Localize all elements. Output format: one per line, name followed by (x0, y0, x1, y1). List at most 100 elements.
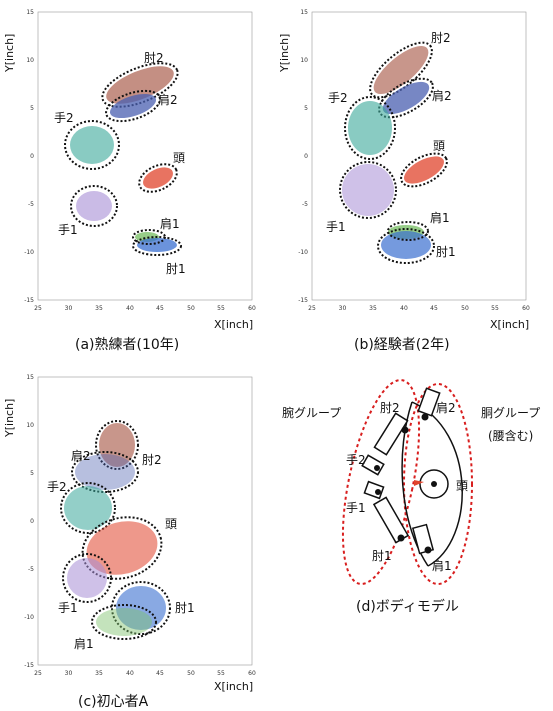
ytick: -15 (24, 297, 34, 304)
torso-group-note: (腰含む) (488, 428, 533, 443)
panel-b-plot: 15 10 5 0 -5 -10 -15 25 30 35 40 45 50 5… (298, 9, 530, 312)
xtick: 45 (156, 305, 164, 312)
body-model-diagram: 腕グループ 胴グループ (腰含む) 肘2 肩2 手2 頭 手1 肘1 肩1 (282, 379, 540, 585)
torso-group-label: 胴グループ (481, 406, 540, 420)
panel-a-plot: 15 10 5 0 -5 -10 -15 25 30 35 40 45 50 5… (24, 9, 256, 312)
ytick: 0 (304, 153, 308, 160)
ytick: -5 (28, 566, 34, 573)
blob-kata1-hiji1 (377, 221, 435, 264)
xtick: 25 (34, 670, 42, 677)
label-atama: 頭 (165, 517, 177, 531)
xtick: 50 (461, 305, 469, 312)
label-te1: 手1 (346, 501, 366, 515)
xtick: 55 (217, 305, 225, 312)
label-te1: 手1 (58, 601, 78, 615)
panel-a: 15 10 5 0 -5 -10 -15 25 30 35 40 45 50 5… (0, 0, 280, 355)
shoulder-2-box (417, 387, 441, 417)
joint-kata2 (421, 413, 429, 421)
xtick: 50 (187, 670, 195, 677)
upper-arm-2 (373, 412, 409, 456)
x-ticks: 25 30 35 40 45 50 55 60 (34, 670, 256, 677)
ytick: 10 (26, 57, 34, 64)
ytick: 0 (30, 518, 34, 525)
xtick: 25 (34, 305, 42, 312)
blob-te2 (60, 482, 116, 534)
ytick: -10 (298, 249, 308, 256)
xtick: 35 (95, 305, 103, 312)
label-atama: 頭 (173, 151, 185, 165)
ytick: 5 (30, 470, 34, 477)
xtick: 60 (522, 305, 530, 312)
blob-atama (400, 152, 448, 188)
xtick: 45 (156, 670, 164, 677)
ytick: -15 (24, 662, 34, 669)
torso-outline (411, 401, 463, 567)
ytick: 15 (26, 9, 34, 16)
label-hiji2: 肘2 (380, 400, 400, 415)
ytick: 15 (300, 9, 308, 16)
caption-c: (c)初心者A (78, 694, 149, 710)
xtick: 35 (369, 305, 377, 312)
label-te2: 手2 (346, 453, 366, 467)
ytick: 0 (30, 153, 34, 160)
label-hiji1: 肘1 (436, 244, 456, 259)
y-axis-label: Y[inch] (3, 398, 16, 437)
label-te2: 手2 (47, 480, 67, 494)
xtick: 60 (248, 670, 256, 677)
ytick: -10 (24, 614, 34, 621)
blob-te1 (339, 161, 397, 219)
xtick: 50 (187, 305, 195, 312)
panel-d-body-model: 腕グループ 胴グループ (腰含む) 肘2 肩2 手2 頭 手1 肘1 肩1 (d… (276, 360, 553, 620)
y-ticks: 15 10 5 0 -5 -10 -15 (24, 374, 34, 669)
blob-atama (138, 163, 178, 193)
xtick: 30 (339, 305, 347, 312)
label-kata1: 肩1 (430, 210, 450, 225)
label-te2: 手2 (54, 111, 74, 125)
label-hiji1: 肘1 (175, 600, 195, 615)
y-axis-label: Y[inch] (3, 33, 16, 72)
arm-group-outline (341, 379, 421, 585)
plot-frame (37, 376, 253, 666)
hand-1-box (363, 480, 385, 500)
x-axis-label: X[inch] (214, 318, 254, 331)
blob-kata1-hiji1 (132, 229, 182, 256)
label-kata1: 肩1 (160, 216, 180, 231)
xtick: 55 (491, 305, 499, 312)
blob-kata2 (378, 77, 434, 119)
blob-kata2 (105, 89, 161, 123)
head-center (431, 481, 437, 487)
y-ticks: 15 10 5 0 -5 -10 -15 (298, 9, 308, 304)
joint-hiji1 (397, 534, 405, 542)
label-te2: 手2 (328, 91, 348, 105)
xtick: 40 (400, 305, 408, 312)
joint-hiji2 (401, 426, 409, 434)
blob-kata2 (71, 451, 139, 493)
blob-kata1 (91, 604, 157, 640)
label-te1: 手1 (326, 220, 346, 234)
blob-hiji2 (101, 62, 179, 108)
ytick: 10 (26, 422, 34, 429)
joint-te2 (374, 465, 380, 471)
label-hiji1: 肘1 (372, 548, 392, 563)
x-ticks: 25 30 35 40 45 50 55 60 (308, 305, 530, 312)
blob-hiji1 (111, 581, 171, 635)
blob-te1 (70, 185, 118, 227)
plot-frame (37, 11, 253, 301)
blob-hiji2 (369, 41, 433, 99)
joint-te1 (375, 489, 381, 495)
y-ticks: 15 10 5 0 -5 -10 -15 (24, 9, 34, 304)
label-kata2: 肩2 (71, 448, 91, 463)
xtick: 55 (217, 670, 225, 677)
label-kata2: 肩2 (158, 92, 178, 107)
plot-frame (311, 11, 527, 301)
xtick: 60 (248, 305, 256, 312)
xtick: 35 (95, 670, 103, 677)
ytick: 15 (26, 374, 34, 381)
ytick: -5 (302, 201, 308, 208)
torso-group-outline (403, 383, 473, 585)
x-axis-label: X[inch] (214, 680, 254, 693)
label-hiji2: 肘2 (144, 50, 164, 65)
xtick: 40 (126, 305, 134, 312)
xtick: 25 (308, 305, 316, 312)
caption-b: (b)経験者(2年) (354, 337, 450, 353)
